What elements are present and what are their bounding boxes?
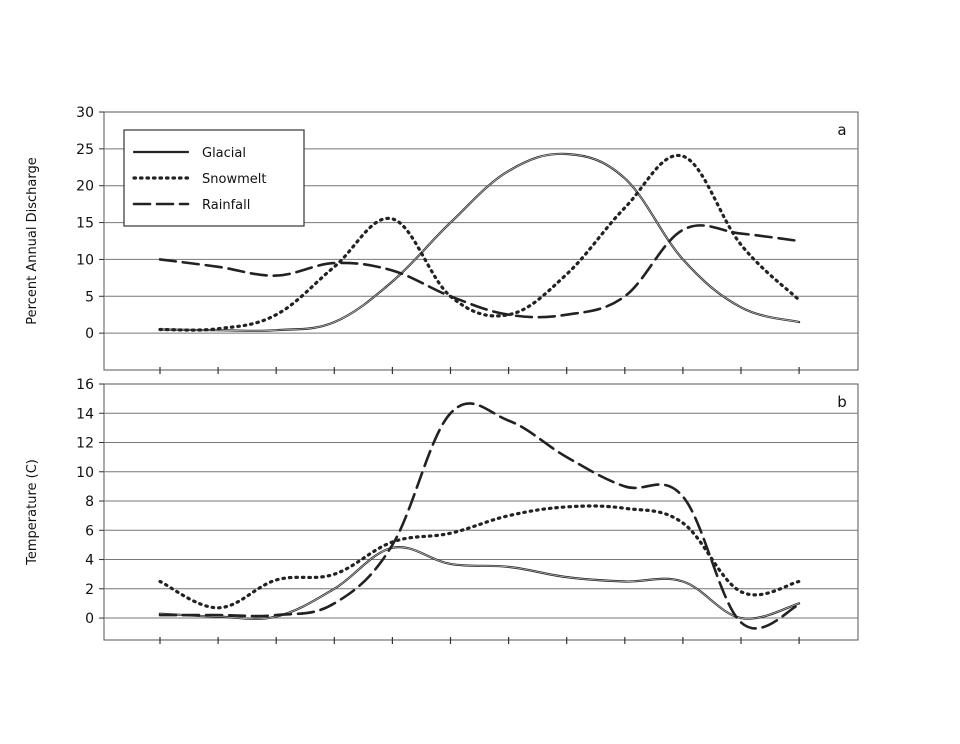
y-tick-label: 16 — [76, 377, 94, 393]
panel-a-discharge-chart: 0 5 10 15 20 25 30 Percent Annual Discharge a Gla… — [25, 105, 859, 374]
y-tick-label: 8 — [85, 494, 94, 510]
y-tick-label: 10 — [76, 465, 94, 481]
legend-label: Rainfall — [202, 198, 250, 213]
panel-letter: a — [837, 121, 846, 139]
y-axis-label: Temperature (C) — [25, 459, 40, 566]
legend-label: Snowmelt — [202, 172, 266, 187]
series-line-dashed — [158, 224, 801, 319]
series-line-dashed — [158, 402, 801, 630]
plot-frame — [103, 111, 859, 371]
legend-label: Glacial — [202, 146, 246, 161]
series-line-highlight — [159, 546, 800, 620]
y-tick-label: 15 — [76, 216, 94, 232]
panel-letter: b — [837, 393, 847, 411]
series-line-highlight — [159, 153, 800, 332]
y-tick-label: 2 — [85, 582, 94, 598]
y-tick-label: 14 — [76, 406, 94, 422]
y-tick-label: 4 — [85, 553, 94, 569]
panel-b-temperature-chart: 0 2 4 6 8 10 12 14 16 Temperature (C) b — [25, 377, 859, 644]
series-line-dotted — [158, 504, 801, 610]
y-tick-label: 30 — [76, 105, 94, 121]
plot-frame — [103, 383, 859, 641]
y-tick-label: 25 — [76, 142, 94, 158]
y-tick-label: 0 — [85, 611, 94, 627]
series-line-dotted — [158, 153, 801, 332]
y-axis-label: Percent Annual Discharge — [25, 157, 40, 324]
series-line-solid — [158, 545, 801, 621]
y-tick-label: 20 — [76, 179, 94, 195]
y-tick-label: 6 — [85, 523, 94, 539]
y-tick-label: 0 — [85, 326, 94, 342]
y-tick-label: 10 — [76, 252, 94, 268]
y-tick-label: 12 — [76, 436, 94, 452]
y-tick-label: 5 — [85, 289, 94, 305]
